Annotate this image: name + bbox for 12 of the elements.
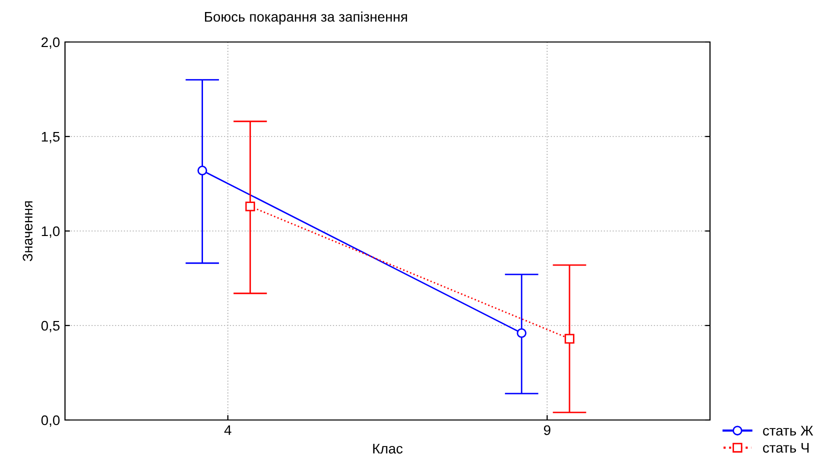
legend-label: стать Ч	[763, 443, 809, 453]
y-tick-label: 0,5	[41, 320, 60, 332]
x-tick-label: 9	[544, 425, 550, 436]
y-tick-label: 0,0	[41, 415, 60, 427]
chart-title: Боюсь покарання за запізнення	[204, 12, 407, 24]
x-tick-label: 4	[224, 425, 232, 435]
x-axis-title: Клас	[373, 444, 403, 454]
legend-label: стать Ж	[763, 426, 814, 436]
y-tick-label: 1,5	[42, 132, 60, 144]
y-tick-label: 2,0	[42, 37, 60, 49]
y-axis-title: Значення	[22, 201, 33, 262]
y-tick-label: 1,0	[42, 226, 60, 238]
